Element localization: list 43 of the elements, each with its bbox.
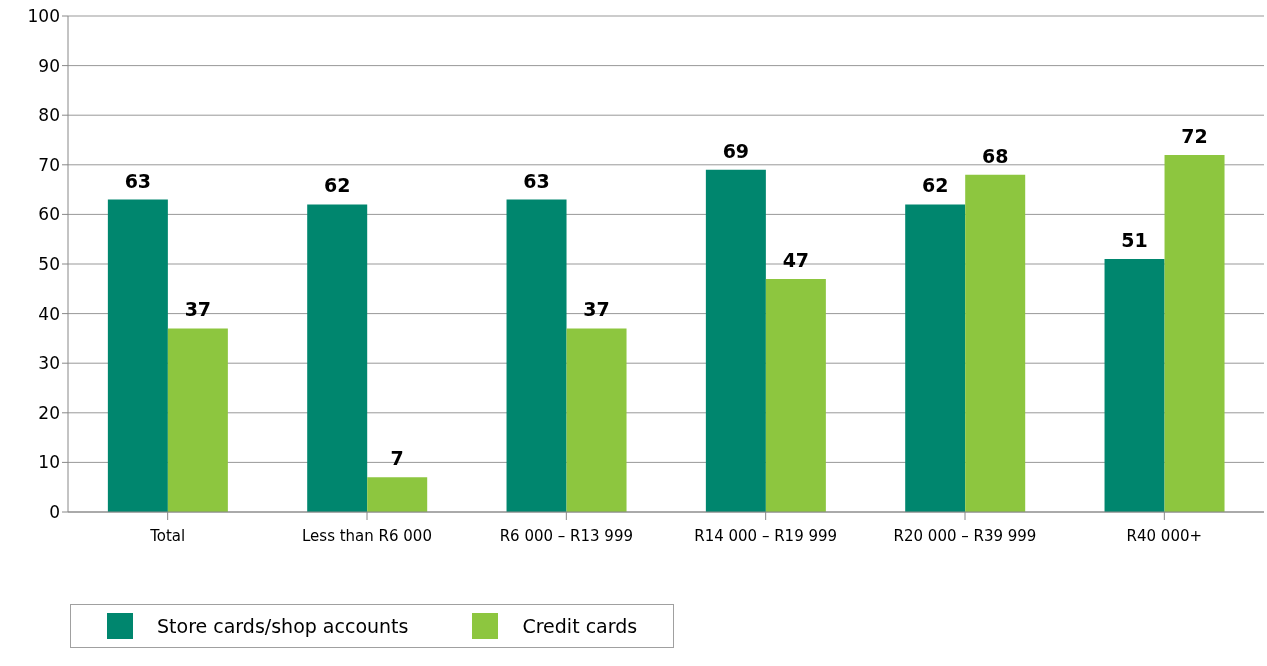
- data-label: 69: [722, 139, 750, 162]
- bar: [367, 477, 428, 512]
- bar: [167, 328, 228, 512]
- bar: [765, 278, 826, 512]
- data-label: 7: [390, 447, 404, 470]
- bar: [506, 199, 567, 512]
- x-tick-label: Less than R6 000: [302, 526, 432, 545]
- bar: [705, 169, 766, 512]
- y-tick-label: 30: [38, 353, 60, 374]
- data-label: 62: [323, 174, 351, 197]
- legend-label: Credit cards: [522, 615, 638, 637]
- data-label: 37: [583, 298, 610, 321]
- data-label: 63: [523, 169, 550, 192]
- y-tick-label: 50: [38, 254, 60, 275]
- data-label: 68: [981, 144, 1009, 167]
- y-tick-label: 0: [49, 502, 60, 523]
- x-tick-label: R6 000 – R13 999: [499, 526, 633, 545]
- y-tick-label: 80: [38, 105, 60, 126]
- bar: [566, 328, 627, 512]
- data-label: 63: [124, 169, 152, 192]
- y-tick-label: 40: [38, 303, 60, 324]
- y-tick-label: 60: [38, 204, 60, 225]
- bar: [307, 204, 368, 512]
- bar: [1164, 154, 1225, 512]
- bar: [965, 174, 1026, 512]
- x-tick-label: Total: [149, 526, 186, 545]
- bar: [1104, 259, 1165, 512]
- data-label: 37: [184, 298, 212, 321]
- bar: [905, 204, 966, 512]
- y-tick-label: 70: [38, 154, 60, 175]
- data-label: 47: [782, 248, 810, 271]
- bar: [107, 199, 168, 512]
- data-label: 51: [1121, 229, 1148, 252]
- x-tick-label: R20 000 – R39 999: [893, 526, 1037, 545]
- y-tick-label: 90: [38, 55, 60, 76]
- y-tick-label: 100: [27, 6, 60, 27]
- y-tick-label: 10: [38, 452, 60, 473]
- legend-label: Store cards/shop accounts: [157, 615, 409, 637]
- x-tick-label: R40 000+: [1126, 526, 1203, 545]
- x-tick-label: R14 000 – R19 999: [694, 526, 838, 545]
- data-label: 62: [921, 174, 949, 197]
- y-tick-label: 20: [38, 402, 60, 423]
- data-label: 72: [1181, 124, 1208, 147]
